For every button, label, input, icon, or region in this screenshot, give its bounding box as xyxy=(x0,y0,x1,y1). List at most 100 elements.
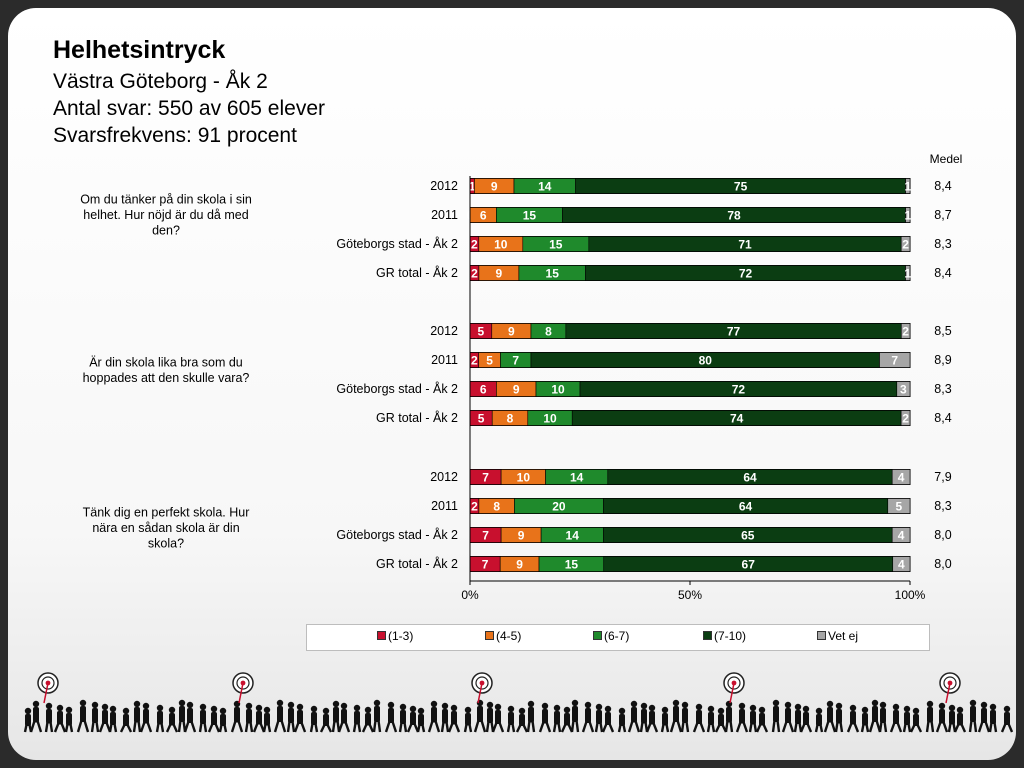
person-silhouette-head xyxy=(373,699,381,707)
person-silhouette-leg xyxy=(935,721,942,733)
person-silhouette-leg xyxy=(223,724,228,733)
person-silhouette-body xyxy=(773,706,779,722)
target-pole xyxy=(238,682,244,704)
person-silhouette-body xyxy=(542,709,548,724)
data-label: 5 xyxy=(896,500,903,514)
data-label: 9 xyxy=(518,529,525,543)
person-silhouette-body xyxy=(200,710,206,724)
data-label: 9 xyxy=(513,383,520,397)
x-tick-label: 50% xyxy=(678,588,702,602)
bar-segment-vetej xyxy=(879,352,911,368)
data-label: 8 xyxy=(545,325,552,339)
person-silhouette-head xyxy=(332,700,340,708)
person-silhouette-leg xyxy=(473,720,480,733)
person-silhouette-head xyxy=(56,704,64,712)
person-silhouette-head xyxy=(989,703,997,711)
person-silhouette-leg xyxy=(860,724,865,733)
person-silhouette-body xyxy=(134,707,140,723)
person-silhouette-body xyxy=(169,713,175,726)
person-silhouette-leg xyxy=(300,722,307,733)
person-silhouette-leg xyxy=(977,721,984,733)
data-label: 9 xyxy=(496,267,503,281)
person-silhouette-leg xyxy=(352,722,357,733)
person-silhouette-body xyxy=(277,706,283,722)
person-silhouette-body xyxy=(893,710,899,724)
person-silhouette-body xyxy=(528,707,534,723)
target-pole xyxy=(43,682,49,704)
person-silhouette-body xyxy=(927,707,933,723)
person-silhouette-head xyxy=(79,699,87,707)
bar-segment-vetej xyxy=(905,265,911,281)
person-silhouette-head xyxy=(296,703,304,711)
person-silhouette-leg xyxy=(357,722,362,733)
person-silhouette-leg xyxy=(834,721,839,733)
person-silhouette-body xyxy=(750,711,756,725)
person-silhouette-leg xyxy=(560,723,567,733)
person-silhouette-head xyxy=(527,700,535,708)
person-silhouette-leg xyxy=(230,720,237,733)
person-silhouette-head xyxy=(948,704,956,712)
person-silhouette-body xyxy=(970,706,976,722)
person-silhouette-leg xyxy=(853,722,860,733)
target-icon-ring xyxy=(475,676,489,690)
person-silhouette-head xyxy=(409,705,417,713)
person-silhouette-body xyxy=(410,712,416,725)
person-silhouette-leg xyxy=(538,721,545,733)
legend-entry: Vet ej xyxy=(817,629,858,643)
person-silhouette-leg xyxy=(137,720,142,733)
person-silhouette-body xyxy=(311,712,317,725)
data-label: 7 xyxy=(482,471,489,485)
person-silhouette-body xyxy=(596,710,602,724)
mean-value: 8,3 xyxy=(934,237,951,251)
person-silhouette-head xyxy=(618,707,626,715)
person-silhouette-leg xyxy=(889,722,896,733)
person-silhouette-head xyxy=(133,700,141,708)
person-silhouette-head xyxy=(142,702,150,710)
person-silhouette-head xyxy=(738,702,746,710)
person-silhouette-leg xyxy=(639,721,644,733)
mean-value: 8,5 xyxy=(934,324,951,338)
data-label: 2 xyxy=(902,412,909,426)
person-silhouette-leg xyxy=(557,722,562,733)
person-silhouette-head xyxy=(65,706,73,714)
row-label: GR total - Åk 2 xyxy=(376,556,458,571)
data-label: 8 xyxy=(493,500,500,514)
person-silhouette-leg xyxy=(601,723,608,733)
data-label: 2 xyxy=(471,238,478,252)
person-silhouette-head xyxy=(553,704,561,712)
person-silhouette-leg xyxy=(902,723,907,733)
bar-segment-vetej xyxy=(887,498,911,514)
legend-entry: (4-5) xyxy=(485,629,521,643)
person-silhouette-leg xyxy=(823,720,830,733)
data-label: 9 xyxy=(491,180,498,194)
person-silhouette-leg xyxy=(146,721,153,733)
data-label: 15 xyxy=(565,558,579,572)
legend-swatch xyxy=(377,631,386,640)
mean-value: 8,0 xyxy=(934,557,951,571)
bar-segment-vetej xyxy=(900,323,911,339)
person-silhouette-leg xyxy=(139,721,146,733)
person-silhouette-body xyxy=(400,710,406,724)
bar-segment-vetej xyxy=(891,469,911,485)
person-silhouette-head xyxy=(926,700,934,708)
data-label: 2 xyxy=(471,267,478,281)
person-silhouette-leg xyxy=(988,722,993,733)
person-silhouette-head xyxy=(399,703,407,711)
person-silhouette-leg xyxy=(660,724,665,733)
person-silhouette-leg xyxy=(421,724,426,733)
person-silhouette-leg xyxy=(692,722,699,733)
person-silhouette-body xyxy=(341,709,347,724)
person-silhouette-head xyxy=(91,701,99,709)
person-silhouette-body xyxy=(726,707,732,723)
person-silhouette-body xyxy=(288,708,294,723)
person-silhouette-head xyxy=(772,699,780,707)
person-silhouette-leg xyxy=(839,721,844,733)
person-silhouette-body xyxy=(487,708,493,723)
person-silhouette-leg xyxy=(806,723,813,733)
data-label: 15 xyxy=(546,267,560,281)
data-label: 10 xyxy=(551,383,565,397)
question-text-line: Om du tänker på din skola i sin xyxy=(80,193,252,207)
person-silhouette-leg xyxy=(788,721,795,733)
responses-count: Antal svar: 550 av 605 elever xyxy=(53,97,325,120)
row-label: 2011 xyxy=(431,499,458,513)
